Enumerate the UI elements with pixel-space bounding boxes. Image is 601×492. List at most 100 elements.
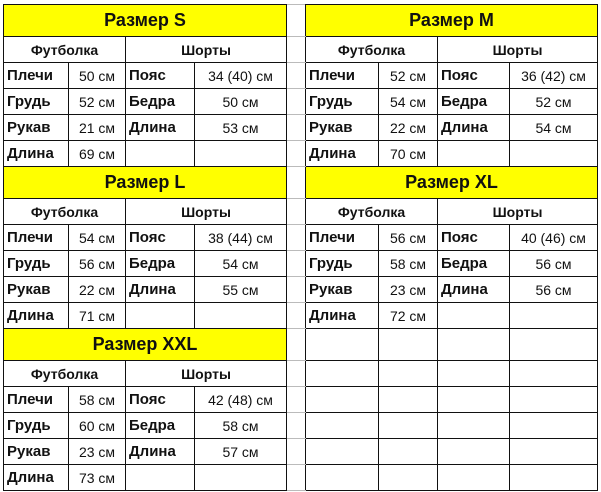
label-length: Длина	[305, 302, 379, 329]
empty-cell	[509, 438, 598, 465]
value-shoulders: 58 см	[68, 386, 126, 413]
empty-cell	[305, 386, 379, 413]
empty-cell	[437, 386, 510, 413]
empty-cell	[509, 328, 598, 361]
gap-cell	[286, 198, 306, 225]
empty-cell	[305, 328, 379, 361]
gap-cell	[286, 4, 306, 37]
value-sleeve: 21 см	[68, 114, 126, 141]
empty-cell	[378, 464, 438, 491]
empty-cell	[509, 360, 598, 387]
label-shoulders: Плечи	[305, 62, 379, 89]
empty-cell	[378, 438, 438, 465]
table-row: Футболка Шорты Футболка Шорты	[3, 36, 598, 63]
gap-cell	[286, 464, 306, 491]
label-length: Длина	[3, 140, 69, 167]
label-chest: Грудь	[3, 88, 69, 115]
gap-cell	[286, 302, 306, 329]
label-sleeve: Рукав	[305, 114, 379, 141]
gap-cell	[286, 276, 306, 303]
empty-cell	[378, 412, 438, 439]
shorts-header: Шорты	[125, 360, 287, 387]
empty-cell	[378, 386, 438, 413]
label-length: Длина	[3, 302, 69, 329]
value-waist: 34 (40) см	[194, 62, 287, 89]
shorts-header: Шорты	[125, 198, 287, 225]
gap-cell	[286, 224, 306, 251]
empty-cell	[378, 360, 438, 387]
label-shoulders: Плечи	[3, 224, 69, 251]
value-hips: 50 см	[194, 88, 287, 115]
value-chest: 60 см	[68, 412, 126, 439]
gap-cell	[286, 386, 306, 413]
value-sleeve: 22 см	[378, 114, 438, 141]
label-length: Длина	[3, 464, 69, 491]
label-chest: Грудь	[305, 88, 379, 115]
shirt-header: Футболка	[3, 198, 126, 225]
label-shoulders: Плечи	[305, 224, 379, 251]
label-chest: Грудь	[305, 250, 379, 277]
label-shoulders: Плечи	[3, 386, 69, 413]
gap-cell	[286, 62, 306, 89]
empty-cell	[437, 438, 510, 465]
value-shirt_length: 72 см	[378, 302, 438, 329]
table-row: Плечи 58 см Пояс 42 (48) см	[3, 386, 598, 413]
gap-cell	[286, 412, 306, 439]
gap-cell	[286, 88, 306, 115]
empty-cell	[437, 328, 510, 361]
empty-cell	[125, 140, 195, 167]
label-waist: Пояс	[125, 386, 195, 413]
gap-cell	[286, 250, 306, 277]
label-length: Длина	[125, 438, 195, 465]
table-row: Футболка Шорты	[3, 360, 598, 387]
label-length: Длина	[305, 140, 379, 167]
empty-cell	[437, 140, 510, 167]
table-row: Размер XXL	[3, 328, 598, 361]
label-sleeve: Рукав	[3, 114, 69, 141]
empty-cell	[194, 140, 287, 167]
value-sleeve: 23 см	[378, 276, 438, 303]
value-shoulders: 54 см	[68, 224, 126, 251]
label-hips: Бедра	[125, 250, 195, 277]
value-shorts_length: 57 см	[194, 438, 287, 465]
empty-cell	[305, 438, 379, 465]
table-row: Размер L Размер XL	[3, 166, 598, 199]
label-waist: Пояс	[125, 224, 195, 251]
table-row: Грудь 52 см Бедра 50 см Грудь 54 см Бедра 52 см	[3, 88, 598, 115]
gap-cell	[286, 438, 306, 465]
value-shoulders: 50 см	[68, 62, 126, 89]
label-length: Длина	[437, 114, 510, 141]
value-sleeve: 23 см	[68, 438, 126, 465]
empty-cell	[509, 386, 598, 413]
label-waist: Пояс	[437, 224, 510, 251]
table-row: Длина 69 см Длина 70 см	[3, 140, 598, 167]
value-chest: 54 см	[378, 88, 438, 115]
label-hips: Бедра	[437, 250, 510, 277]
table-row: Грудь 60 см Бедра 58 см	[3, 412, 598, 439]
table-row: Футболка Шорты Футболка Шорты	[3, 198, 598, 225]
gap-cell	[286, 36, 306, 63]
empty-cell	[509, 302, 598, 329]
empty-cell	[437, 302, 510, 329]
value-shirt_length: 71 см	[68, 302, 126, 329]
gap-cell	[286, 114, 306, 141]
shorts-header: Шорты	[125, 36, 287, 63]
value-shorts_length: 56 см	[509, 276, 598, 303]
value-waist: 42 (48) см	[194, 386, 287, 413]
value-shoulders: 52 см	[378, 62, 438, 89]
size-title: Размер L	[3, 166, 287, 199]
label-hips: Бедра	[437, 88, 510, 115]
table-row: Плечи 50 см Пояс 34 (40) см Плечи 52 см Пояс 36…	[3, 62, 598, 89]
value-waist: 40 (46) см	[509, 224, 598, 251]
value-shirt_length: 70 см	[378, 140, 438, 167]
label-hips: Бедра	[125, 412, 195, 439]
empty-cell	[509, 464, 598, 491]
size-chart-table: Размер S Размер M Футболка Шорты Футболка Шор…	[3, 4, 598, 491]
empty-cell	[305, 464, 379, 491]
value-waist: 36 (42) см	[509, 62, 598, 89]
value-hips: 58 см	[194, 412, 287, 439]
label-length: Длина	[125, 276, 195, 303]
table-row: Длина 71 см Длина 72 см	[3, 302, 598, 329]
shirt-header: Футболка	[305, 198, 438, 225]
gap-cell	[286, 140, 306, 167]
